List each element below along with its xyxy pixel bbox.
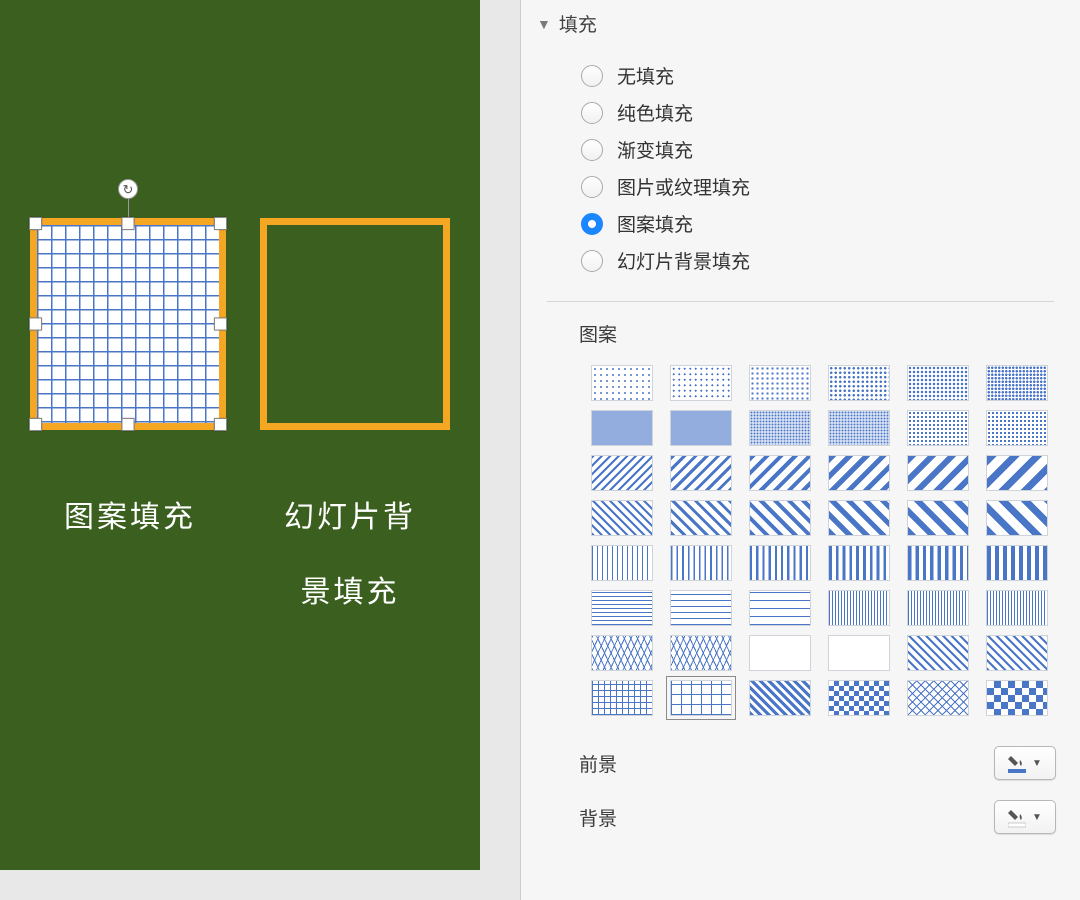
pattern-swatch[interactable] <box>670 500 732 536</box>
pattern-swatch[interactable] <box>907 410 969 446</box>
radio-icon <box>581 213 603 235</box>
fill-option-pattern[interactable]: 图案填充 <box>581 205 1080 242</box>
radio-label: 纯色填充 <box>617 99 693 126</box>
radio-label: 幻灯片背景填充 <box>617 247 750 274</box>
pattern-swatch[interactable] <box>986 365 1048 401</box>
pattern-swatch[interactable] <box>591 500 653 536</box>
pattern-swatch[interactable] <box>907 500 969 536</box>
foreground-color-row: 前景 ▼ <box>521 736 1080 790</box>
pattern-swatch[interactable] <box>591 365 653 401</box>
fill-option-none[interactable]: 无填充 <box>581 57 1080 94</box>
pattern-swatch[interactable] <box>907 590 969 626</box>
radio-icon <box>581 65 603 87</box>
background-label: 背景 <box>579 804 617 831</box>
pattern-swatch[interactable] <box>828 635 890 671</box>
pattern-swatch[interactable] <box>670 545 732 581</box>
pattern-swatch[interactable] <box>907 365 969 401</box>
resize-handle-br[interactable] <box>214 418 227 431</box>
pattern-swatch-grid <box>521 359 1080 736</box>
pattern-swatch[interactable] <box>828 500 890 536</box>
resize-handle-bl[interactable] <box>29 418 42 431</box>
resize-handle-bm[interactable] <box>122 418 135 431</box>
pattern-swatch[interactable] <box>986 545 1048 581</box>
pattern-swatch[interactable] <box>828 545 890 581</box>
pattern-swatch[interactable] <box>828 590 890 626</box>
pattern-swatch[interactable] <box>986 500 1048 536</box>
pattern-swatch[interactable] <box>907 545 969 581</box>
resize-handle-mr[interactable] <box>214 318 227 331</box>
radio-label: 无填充 <box>617 62 674 89</box>
pattern-swatch[interactable] <box>670 635 732 671</box>
slide: 图案填充 幻灯片背景填充 <box>0 0 480 870</box>
radio-label: 渐变填充 <box>617 136 693 163</box>
pattern-swatch[interactable] <box>670 455 732 491</box>
pattern-swatch[interactable] <box>828 410 890 446</box>
resize-handle-ml[interactable] <box>29 318 42 331</box>
disclosure-triangle-icon[interactable]: ▼ <box>537 16 551 32</box>
pattern-swatch[interactable] <box>749 545 811 581</box>
format-panel: ▼ 填充 无填充 纯色填充 渐变填充 图片或纹理填充 图案填充 幻灯片背景填充 … <box>520 0 1080 900</box>
pattern-swatch[interactable] <box>907 635 969 671</box>
pattern-swatch[interactable] <box>986 590 1048 626</box>
pattern-swatch[interactable] <box>670 410 732 446</box>
paint-bucket-icon <box>1008 806 1026 828</box>
radio-icon <box>581 176 603 198</box>
pattern-swatch[interactable] <box>749 410 811 446</box>
pattern-swatch[interactable] <box>907 680 969 716</box>
section-fill-header[interactable]: ▼ 填充 <box>521 0 1080 51</box>
rotate-handle[interactable] <box>118 179 138 199</box>
pattern-swatch[interactable] <box>986 635 1048 671</box>
slide-canvas[interactable]: 图案填充 幻灯片背景填充 <box>0 0 520 900</box>
pattern-swatch[interactable] <box>828 680 890 716</box>
radio-icon <box>581 250 603 272</box>
radio-label: 图案填充 <box>617 210 693 237</box>
shape-pattern-filled[interactable] <box>30 218 226 430</box>
pattern-swatch[interactable] <box>986 680 1048 716</box>
pattern-swatch[interactable] <box>670 590 732 626</box>
pattern-swatch[interactable] <box>670 365 732 401</box>
fill-option-picture[interactable]: 图片或纹理填充 <box>581 168 1080 205</box>
fill-option-slide-bg[interactable]: 幻灯片背景填充 <box>581 242 1080 279</box>
pattern-swatch[interactable] <box>749 455 811 491</box>
resize-handle-tr[interactable] <box>214 217 227 230</box>
radio-icon <box>581 102 603 124</box>
pattern-swatch[interactable] <box>591 455 653 491</box>
pattern-swatch[interactable] <box>986 455 1048 491</box>
pattern-swatch[interactable] <box>670 680 732 716</box>
pattern-swatch[interactable] <box>986 410 1048 446</box>
radio-icon <box>581 139 603 161</box>
section-title: 填充 <box>559 10 597 37</box>
background-color-row: 背景 ▼ <box>521 790 1080 844</box>
chevron-down-icon: ▼ <box>1032 758 1042 769</box>
pattern-swatch[interactable] <box>591 680 653 716</box>
background-color-button[interactable]: ▼ <box>994 800 1056 834</box>
pattern-swatch[interactable] <box>749 500 811 536</box>
pattern-swatch[interactable] <box>591 545 653 581</box>
pattern-swatch[interactable] <box>828 365 890 401</box>
pattern-swatch[interactable] <box>591 410 653 446</box>
pattern-swatch[interactable] <box>749 635 811 671</box>
fill-option-solid[interactable]: 纯色填充 <box>581 94 1080 131</box>
foreground-color-button[interactable]: ▼ <box>994 746 1056 780</box>
pattern-swatch[interactable] <box>749 365 811 401</box>
pattern-section-label: 图案 <box>521 302 1080 359</box>
pattern-swatch[interactable] <box>749 680 811 716</box>
radio-label: 图片或纹理填充 <box>617 173 750 200</box>
fill-radio-group: 无填充 纯色填充 渐变填充 图片或纹理填充 图案填充 幻灯片背景填充 <box>521 51 1080 301</box>
resize-handle-tl[interactable] <box>29 217 42 230</box>
paint-bucket-icon <box>1008 752 1026 774</box>
pattern-swatch[interactable] <box>591 635 653 671</box>
pattern-swatch[interactable] <box>907 455 969 491</box>
pattern-swatch[interactable] <box>828 455 890 491</box>
foreground-label: 前景 <box>579 750 617 777</box>
resize-handle-tm[interactable] <box>122 217 135 230</box>
fill-option-gradient[interactable]: 渐变填充 <box>581 131 1080 168</box>
caption-slide-bg: 幻灯片背景填充 <box>270 480 430 630</box>
pattern-swatch[interactable] <box>591 590 653 626</box>
shape-slide-bg-filled[interactable] <box>260 218 450 430</box>
pattern-swatch[interactable] <box>749 590 811 626</box>
caption-pattern: 图案填充 <box>50 480 210 555</box>
chevron-down-icon: ▼ <box>1032 812 1042 823</box>
